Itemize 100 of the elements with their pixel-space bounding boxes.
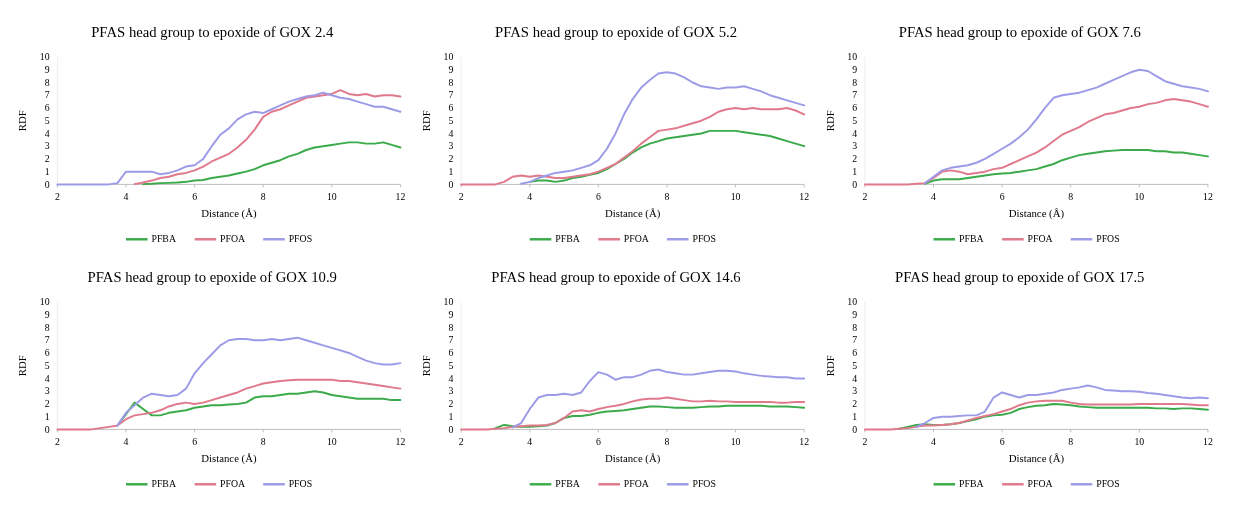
line-series: [142, 141, 402, 186]
y-tick-label: 1: [852, 410, 858, 422]
y-tick-label: 1: [448, 165, 454, 177]
y-tick-label: 1: [44, 410, 50, 422]
y-tick-label: 0: [448, 423, 454, 435]
legend-label: PFBA: [959, 233, 984, 245]
y-tick-label: 10: [847, 51, 858, 63]
y-tick-label: 8: [852, 321, 858, 333]
y-tick-label: 4: [44, 372, 50, 384]
y-tick-label: 6: [44, 102, 50, 114]
y-tick-label: 10: [39, 296, 50, 308]
y-tick-label: 3: [852, 385, 858, 397]
y-tick-label: 7: [852, 89, 858, 101]
y-tick-label: 10: [39, 51, 50, 63]
y-axis-title: RDF: [823, 110, 836, 132]
x-tick-label: 8: [1068, 436, 1074, 448]
legend-label: PFOS: [692, 233, 716, 245]
y-tick-label: 3: [44, 140, 50, 152]
x-tick-label: 4: [527, 191, 533, 203]
y-tick-label: 7: [448, 89, 454, 101]
y-tick-label: 8: [44, 321, 50, 333]
x-tick-label: 4: [527, 436, 533, 448]
y-tick-label: 8: [852, 76, 858, 88]
line-series: [133, 89, 402, 186]
line-series: [863, 399, 1209, 431]
legend-label: PFOS: [1096, 478, 1120, 490]
chart-title: PFAS head group to epoxide of GOX 5.2: [494, 24, 738, 41]
line-series: [898, 402, 1209, 430]
x-tick-label: 8: [664, 436, 670, 448]
x-tick-label: 8: [260, 436, 266, 448]
y-tick-label: 4: [448, 372, 454, 384]
y-axis-title: RDF: [16, 355, 29, 377]
chart-title: PFAS head group to epoxide of GOX 7.6: [898, 24, 1141, 41]
legend-label: PFOS: [288, 478, 313, 490]
y-tick-label: 1: [44, 165, 50, 177]
x-tick-label: 8: [664, 191, 670, 203]
y-tick-label: 10: [443, 296, 454, 308]
y-tick-label: 3: [852, 140, 858, 152]
y-tick-label: 3: [448, 140, 454, 152]
line-series: [56, 378, 402, 431]
chart-title: PFAS head group to epoxide of GOX 14.6: [491, 269, 741, 286]
legend-label: PFOA: [220, 233, 246, 245]
chart-title: PFAS head group to epoxide of GOX 2.4: [91, 24, 334, 41]
y-axis-title: RDF: [419, 355, 432, 377]
y-tick-label: 6: [448, 347, 454, 359]
x-tick-label: 6: [595, 436, 601, 448]
line-series: [923, 149, 1209, 185]
y-tick-label: 6: [44, 347, 50, 359]
y-tick-label: 5: [44, 359, 50, 371]
line-series: [56, 91, 402, 186]
x-tick-label: 12: [799, 436, 810, 448]
y-tick-label: 10: [847, 296, 858, 308]
y-tick-label: 7: [44, 334, 50, 346]
y-tick-label: 5: [448, 359, 454, 371]
x-tick-label: 10: [326, 191, 337, 203]
y-tick-label: 8: [448, 76, 454, 88]
x-axis-title: Distance (Å): [201, 206, 257, 220]
y-tick-label: 0: [448, 178, 454, 190]
x-tick-label: 10: [326, 436, 337, 448]
line-series: [494, 404, 806, 430]
line-series: [460, 106, 806, 186]
line-series: [116, 336, 402, 427]
y-tick-label: 2: [852, 398, 858, 410]
y-tick-label: 2: [852, 153, 858, 165]
line-series: [511, 368, 806, 429]
y-tick-label: 4: [44, 127, 50, 139]
legend-label: PFOS: [692, 478, 716, 490]
x-tick-label: 12: [395, 436, 406, 448]
x-axis-title: Distance (Å): [1008, 206, 1065, 220]
y-tick-label: 2: [448, 398, 454, 410]
y-tick-label: 9: [44, 308, 50, 320]
legend-label: PFOA: [1027, 478, 1053, 490]
x-tick-label: 6: [595, 191, 601, 203]
x-axis-title: Distance (Å): [201, 451, 257, 465]
legend-label: PFBA: [151, 478, 176, 490]
y-tick-label: 7: [44, 89, 50, 101]
x-tick-label: 2: [54, 191, 60, 203]
x-tick-label: 6: [999, 191, 1005, 203]
legend-label: PFOA: [623, 233, 649, 245]
y-tick-label: 4: [448, 127, 454, 139]
x-tick-label: 8: [1068, 191, 1074, 203]
y-tick-label: 1: [852, 165, 858, 177]
y-tick-label: 1: [448, 410, 454, 422]
y-axis-title: RDF: [419, 110, 432, 132]
line-series: [460, 396, 806, 431]
y-tick-label: 2: [44, 398, 50, 410]
y-tick-label: 8: [44, 76, 50, 88]
y-axis-title: RDF: [16, 110, 29, 132]
legend-label: PFOA: [1027, 233, 1053, 245]
x-tick-label: 12: [395, 191, 406, 203]
legend-label: PFBA: [555, 478, 580, 490]
chart-title: PFAS head group to epoxide of GOX 10.9: [87, 269, 337, 286]
legend-label: PFOS: [1096, 233, 1120, 245]
legend-label: PFOS: [288, 233, 313, 245]
y-tick-label: 8: [448, 321, 454, 333]
chart-title: PFAS head group to epoxide of GOX 17.5: [895, 269, 1145, 286]
y-tick-label: 6: [852, 347, 858, 359]
y-tick-label: 3: [44, 385, 50, 397]
y-tick-label: 9: [852, 308, 858, 320]
x-tick-label: 2: [862, 191, 868, 203]
